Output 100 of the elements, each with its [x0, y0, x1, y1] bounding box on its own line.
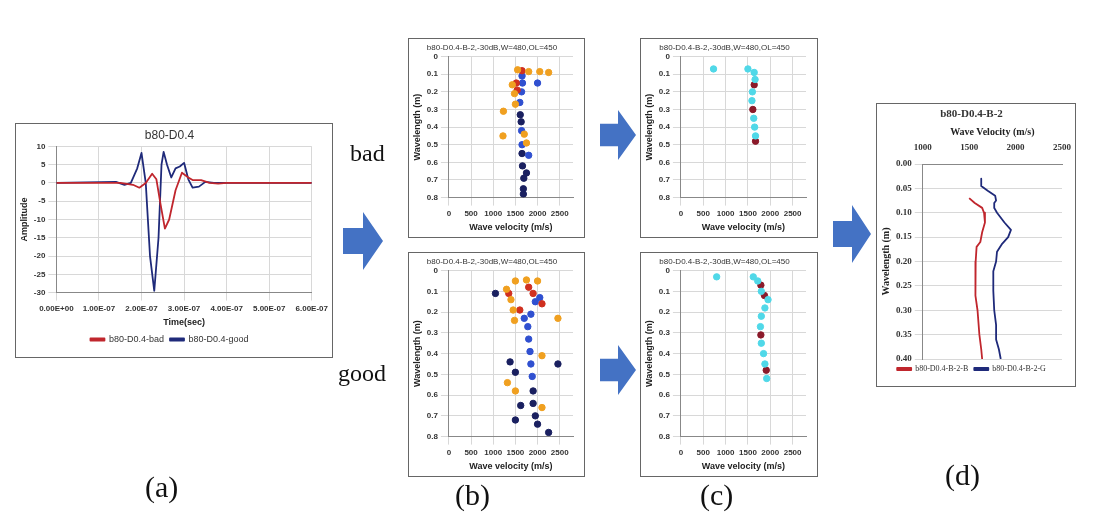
x-tick-label: 0 [446, 208, 452, 218]
y-axis-title: Amplitude [18, 197, 29, 242]
x-tick-label: 500 [464, 208, 479, 218]
x-tick-label: 1500 [739, 447, 758, 457]
x-tick-label: 1000 [913, 141, 933, 152]
x-tick-label: 500 [696, 447, 711, 457]
point [524, 283, 533, 291]
x-tick-label: 500 [696, 208, 711, 218]
legend-label: b80-D0.4-B-2-G [992, 364, 1047, 374]
y-tick-label: 0.00 [896, 158, 913, 169]
point [554, 314, 562, 323]
point [516, 306, 524, 314]
point [522, 139, 531, 147]
point [529, 289, 537, 298]
y-tick-label: -25 [33, 269, 46, 279]
point [518, 149, 526, 158]
point [748, 96, 756, 105]
y-tick-label: 0.5 [658, 139, 671, 149]
point [538, 403, 546, 412]
y-tick-label: 0.4 [426, 122, 439, 132]
y-tick-label: 0.4 [426, 348, 439, 358]
point [533, 79, 542, 87]
point [524, 322, 532, 331]
y-tick-label: 0.25 [896, 280, 913, 291]
point [554, 360, 562, 368]
point [536, 293, 544, 302]
x-tick-label: 0.00E+00 [39, 303, 75, 313]
point [507, 295, 515, 304]
y-tick-label: 0.2 [426, 87, 439, 97]
x-tick-label: 2000 [761, 208, 780, 218]
point [508, 81, 516, 89]
point [518, 72, 526, 80]
y-tick-label: 0.1 [426, 286, 439, 296]
x-tick-label: 1000 [716, 208, 736, 218]
point [511, 387, 520, 395]
y-axis-title: Wavelength (m) [411, 93, 422, 161]
point [757, 312, 766, 320]
point [750, 123, 759, 131]
point [518, 79, 527, 87]
point [749, 273, 757, 281]
x-axis-title: Wave velocity (m/s) [469, 222, 553, 233]
point [518, 162, 527, 170]
y-tick-label: 0.7 [658, 411, 671, 421]
y-tick-label: 0.20 [896, 255, 913, 266]
y-tick-label: 0.8 [658, 192, 671, 202]
x-axis-title: Time(sec) [163, 317, 205, 328]
x-tick-label: 1000 [484, 208, 503, 218]
point [511, 100, 520, 108]
point [517, 401, 525, 410]
chart-title: b80-D0.4-B-2,-30dB,W=480,OL=450 [659, 257, 791, 266]
point [520, 174, 528, 182]
point [536, 67, 544, 76]
legend-label: b80-D0.4-bad [108, 333, 165, 344]
y-tick-label: 10 [36, 141, 46, 151]
y-tick-label: 0 [665, 51, 671, 61]
point [712, 273, 721, 281]
x-tick-label: 2500 [550, 447, 570, 457]
point [510, 89, 519, 98]
x-tick-label: 2.00E-07 [125, 303, 159, 313]
y-tick-label: 0.7 [426, 175, 439, 185]
point [764, 295, 772, 304]
point [519, 190, 528, 198]
y-tick-label: 0.7 [426, 411, 439, 421]
x-tick-label: 1000 [484, 447, 503, 457]
x-tick-label: 2000 [528, 447, 547, 457]
y-tick-label: -15 [33, 232, 46, 242]
y-axis-title: Wavelength (m) [879, 227, 892, 296]
text: good [338, 360, 386, 387]
y-tick-label: 0.5 [426, 139, 439, 149]
chart-title: b80-D0.4-B-2,-30dB,W=480,OL=450 [659, 43, 791, 52]
point [511, 368, 520, 376]
point [524, 67, 533, 76]
x-tick-label: 500 [464, 447, 479, 457]
x-tick-label: 2500 [783, 447, 803, 457]
point [529, 399, 537, 408]
y-tick-label: 0 [40, 178, 46, 188]
x-tick-label: 2500 [1053, 141, 1072, 152]
x-tick-label: 1500 [506, 208, 525, 218]
x-tick-label: 2500 [783, 208, 803, 218]
y-tick-label: 0.1 [426, 69, 439, 79]
point [762, 374, 771, 383]
point [744, 65, 752, 73]
point [762, 366, 770, 374]
point [538, 351, 546, 360]
point [526, 347, 534, 356]
y-tick-label: 0.8 [426, 192, 439, 202]
y-tick-label: 0.35 [896, 328, 913, 339]
y-tick-label: 0.8 [426, 431, 439, 441]
y-tick-label: 0.10 [896, 207, 913, 218]
point [516, 111, 524, 119]
y-tick-label: -30 [33, 287, 46, 297]
point [499, 132, 507, 140]
point [533, 277, 542, 285]
x-tick-label: 1500 [506, 447, 525, 457]
y-tick-label: 0.3 [426, 328, 439, 338]
y-tick-label: 0.05 [896, 182, 913, 193]
y-tick-label: 0.6 [426, 390, 439, 400]
x-tick-label: 1.00E-07 [82, 303, 116, 313]
point [502, 285, 511, 293]
y-axis-title: Wavelength (m) [643, 320, 654, 387]
